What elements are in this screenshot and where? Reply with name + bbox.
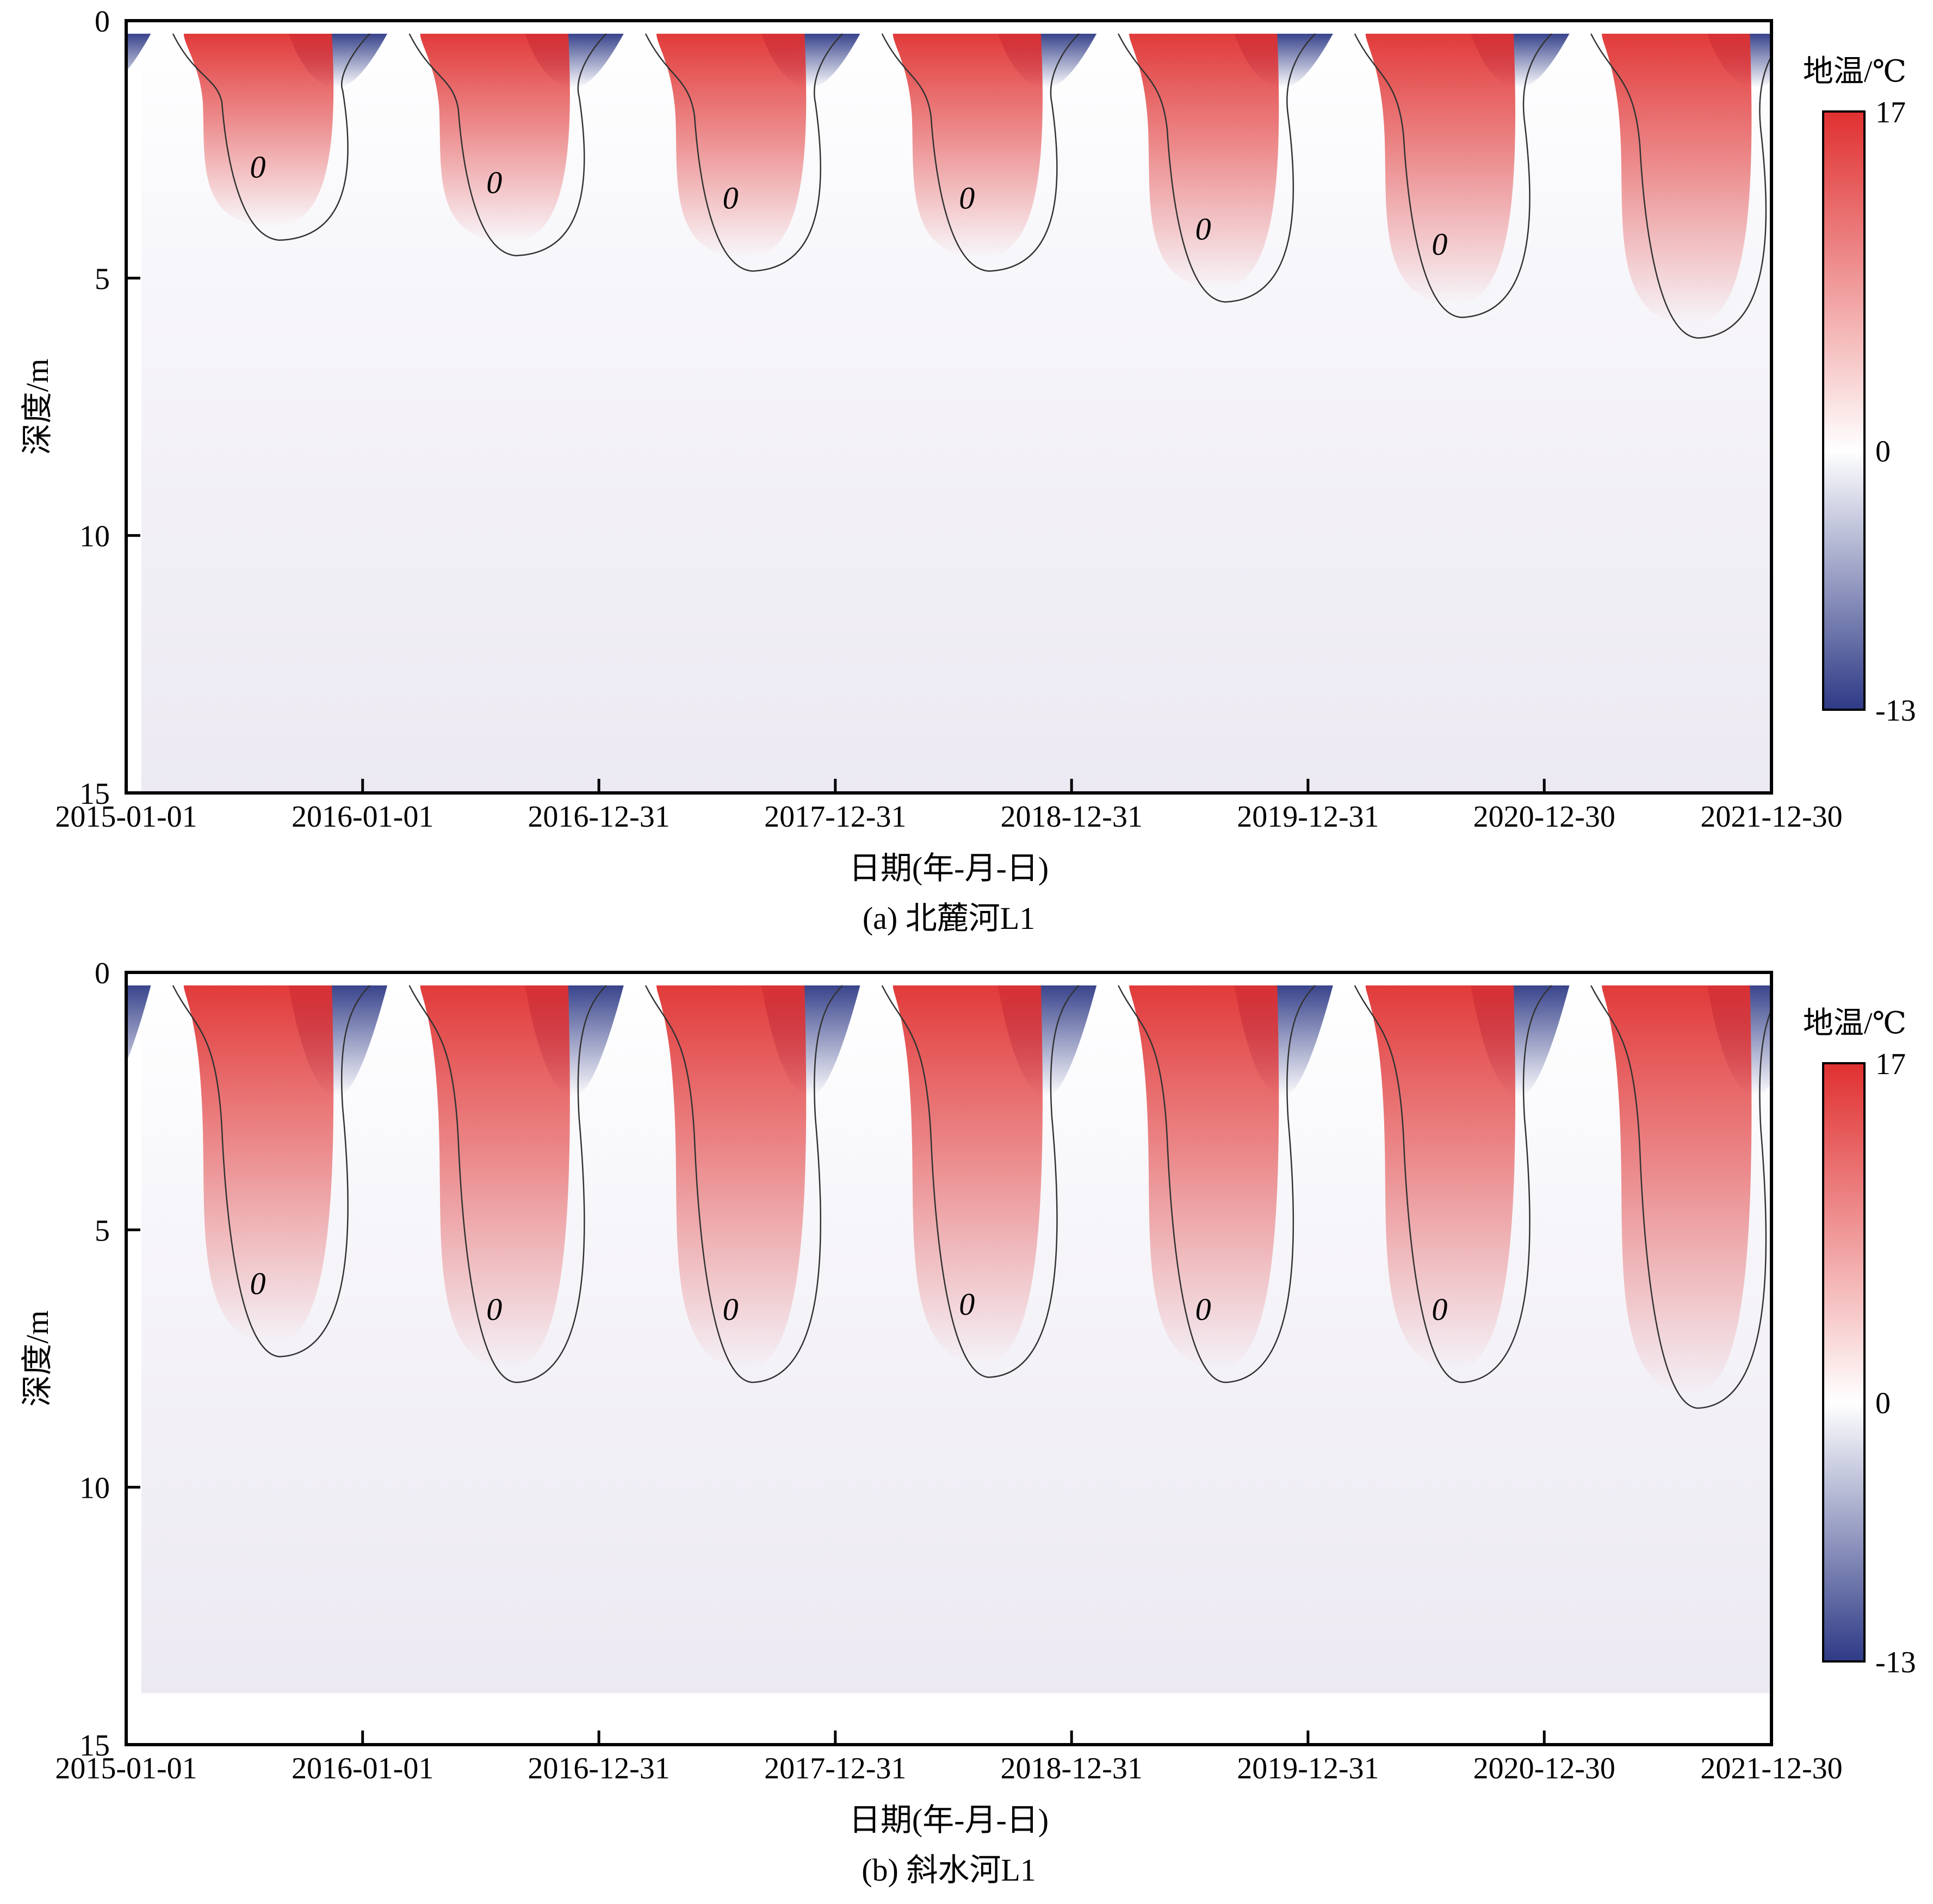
y-tick-label: 0 <box>95 5 110 39</box>
zero-contour-line <box>172 33 371 241</box>
colorbar-mid-label: 0 <box>1875 435 1891 468</box>
y-tick-label: 10 <box>79 520 110 554</box>
temperature-field <box>126 33 1771 793</box>
zero-contour-line <box>645 985 844 1384</box>
y-tick-label: 10 <box>79 1472 110 1505</box>
x-tick-label: 2016-01-01 <box>292 1752 433 1785</box>
panel-caption: (b) 斜水河L1 <box>862 1852 1036 1888</box>
x-tick-label: 2016-12-31 <box>528 800 670 834</box>
contour-label: 0 <box>250 150 266 185</box>
contour-label: 0 <box>723 180 739 215</box>
y-axis-label: 深度/m <box>20 358 55 455</box>
zero-contour-line <box>408 985 607 1384</box>
warm-season-region <box>656 985 807 1369</box>
contour-label: 0 <box>486 1292 502 1327</box>
warm-season-region <box>183 34 334 227</box>
zero-contour-line <box>1590 33 1771 339</box>
zero-contour-line <box>881 33 1080 272</box>
chart-panel-b: 0 0 0 0 0 0 2015-01-01 2016-01-01 2016-12-31 2017… <box>0 952 1933 1904</box>
warm-season-region <box>1365 985 1515 1369</box>
x-tick-label: 2017-12-31 <box>764 800 906 834</box>
colorbar-mid-label: 0 <box>1875 1386 1891 1420</box>
warm-season-region <box>420 985 570 1369</box>
warm-season-region <box>1129 34 1279 289</box>
contour-label: 0 <box>1195 211 1211 246</box>
contour-label: 0 <box>1195 1292 1211 1327</box>
contour-label: 0 <box>723 1292 739 1327</box>
x-tick-label: 2020-12-30 <box>1473 1752 1615 1785</box>
x-tick-label: 2016-12-31 <box>528 1752 670 1785</box>
warm-season-region <box>656 34 807 258</box>
colorbar <box>1822 1062 1866 1663</box>
contour-label: 0 <box>1432 227 1447 262</box>
heatmap-chart-a: 0 0 0 0 0 0 2015-01-01 2016-01-01 2016-12-31 2017… <box>20 5 1916 936</box>
contour-label: 0 <box>486 165 502 200</box>
x-tick-label: 2015-01-01 <box>55 1752 197 1785</box>
x-tick-label: 2020-12-30 <box>1473 800 1615 834</box>
warm-season-region <box>893 34 1043 258</box>
warm-season-region <box>893 985 1043 1364</box>
chart-panel-a: 0 0 0 0 0 0 2015-01-01 2016-01-01 2016-12-31 2017… <box>20 5 1916 936</box>
x-tick-label: 2019-12-31 <box>1237 800 1379 834</box>
temperature-field <box>126 985 1771 1694</box>
contour-label: 0 <box>1432 1292 1447 1327</box>
x-tick-label: 2016-01-01 <box>292 800 433 834</box>
x-tick-label: 2018-12-31 <box>1001 800 1143 834</box>
warm-season-region <box>1602 985 1752 1395</box>
contour-label: 0 <box>250 1266 266 1301</box>
zero-contour-line <box>1590 985 1771 1409</box>
zero-contour-line <box>1117 33 1316 303</box>
warm-season-region <box>1129 985 1279 1369</box>
plot-frame <box>125 971 1773 1746</box>
y-tick-label: 0 <box>95 957 110 990</box>
x-tick-label: 2017-12-31 <box>764 1752 906 1785</box>
zero-contour-line <box>1117 985 1316 1384</box>
colorbar-max-label: 17 <box>1875 1047 1906 1081</box>
zero-contour-line <box>172 985 371 1357</box>
x-tick-label: 2018-12-31 <box>1001 1752 1143 1785</box>
zero-contour-line <box>881 985 1080 1378</box>
colorbar-title: 地温/℃ <box>1803 55 1906 89</box>
y-tick-label: 5 <box>95 1214 110 1248</box>
plot-frame <box>125 19 1773 795</box>
warm-season-region <box>1365 34 1515 304</box>
zero-contour-line <box>1354 33 1552 318</box>
x-tick-label: 2021-12-30 <box>1700 800 1842 834</box>
x-tick-label: 2021-12-30 <box>1700 1752 1842 1785</box>
cold-season-region <box>126 985 151 1063</box>
x-tick-label: 2015-01-01 <box>55 800 197 834</box>
warm-season-region <box>183 985 334 1343</box>
x-tick-label: 2019-12-31 <box>1237 1752 1379 1785</box>
cold-season-region <box>126 34 151 72</box>
colorbar-max-label: 17 <box>1875 96 1906 129</box>
zero-contour-line <box>645 33 844 272</box>
panel-caption: (a) 北麓河L1 <box>863 901 1035 936</box>
warm-season-region <box>1602 34 1752 325</box>
contour-label: 0 <box>959 180 975 215</box>
x-axis-label: 日期(年-月-日) <box>849 851 1049 886</box>
colorbar-min-label: -13 <box>1875 1646 1916 1679</box>
y-tick-label: 5 <box>95 262 110 296</box>
x-axis-label: 日期(年-月-日) <box>849 1802 1049 1838</box>
zero-contour-line <box>408 33 607 257</box>
contour-label: 0 <box>959 1286 975 1322</box>
y-tick-label: 15 <box>79 1729 110 1763</box>
y-tick-label: 15 <box>79 777 110 811</box>
colorbar <box>1822 110 1866 711</box>
zero-contour-line <box>1354 985 1552 1384</box>
colorbar-title: 地温/℃ <box>1803 1007 1906 1040</box>
y-axis-label: 深度/m <box>20 1310 55 1406</box>
heatmap-chart-b: 0 0 0 0 0 0 2015-01-01 2016-01-01 2016-12-31 2017… <box>20 957 1916 1888</box>
warm-season-region <box>420 34 570 243</box>
colorbar-min-label: -13 <box>1875 694 1916 728</box>
